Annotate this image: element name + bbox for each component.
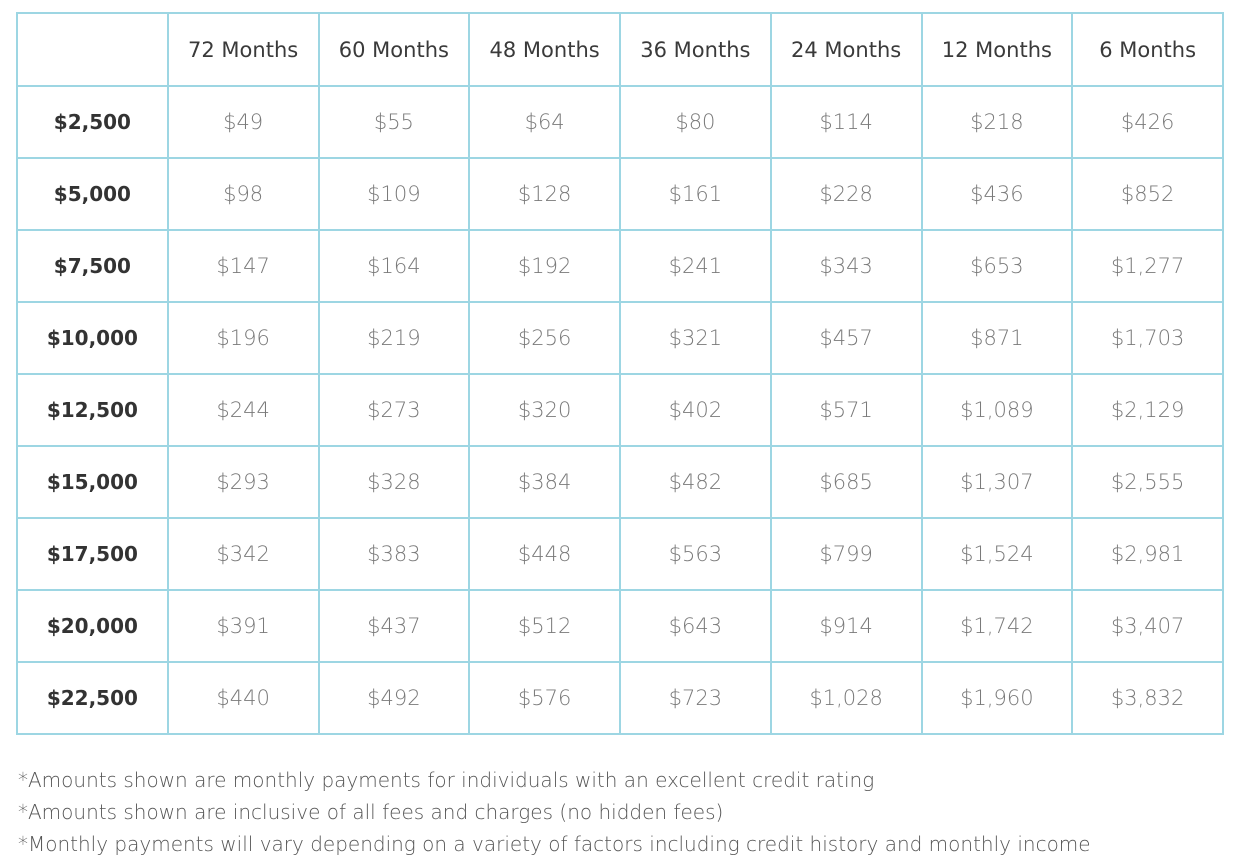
row-label: $2,500 bbox=[16, 85, 169, 159]
table-row: $20,000 $391 $437 $512 $643 $914 $1,742 $3,407 bbox=[16, 589, 1224, 663]
payment-cell: $1,089 bbox=[920, 373, 1074, 447]
footnote: *Amounts shown are monthly payments for … bbox=[18, 768, 875, 792]
payment-cell: $98 bbox=[166, 157, 320, 231]
payment-cell: $192 bbox=[468, 229, 621, 303]
payment-cell: $342 bbox=[166, 517, 320, 591]
table-row: $10,000 $196 $219 $256 $321 $457 $871 $1,703 bbox=[16, 301, 1224, 375]
payment-cell: $799 bbox=[769, 517, 923, 591]
payment-cell: $147 bbox=[166, 229, 320, 303]
table-row: $7,500 $147 $164 $192 $241 $343 $653 $1,277 bbox=[16, 229, 1224, 303]
table-row: $15,000 $293 $328 $384 $482 $685 $1,307 $2,555 bbox=[16, 445, 1224, 519]
payment-cell: $723 bbox=[619, 661, 772, 735]
table-row: $12,500 $244 $273 $320 $402 $571 $1,089 $2,129 bbox=[16, 373, 1224, 447]
payment-cell: $512 bbox=[468, 589, 621, 663]
payment-cell: $244 bbox=[166, 373, 320, 447]
payment-cell: $426 bbox=[1071, 85, 1224, 159]
payment-cell: $1,028 bbox=[769, 661, 923, 735]
payment-cell: $852 bbox=[1071, 157, 1224, 231]
payment-cell: $653 bbox=[920, 229, 1074, 303]
table-body: $2,500 $49 $55 $64 $80 $114 $218 $426 $5,000 $98 $… bbox=[16, 85, 1224, 735]
payment-cell: $871 bbox=[920, 301, 1074, 375]
footnotes: *Amounts shown are monthly payments for … bbox=[18, 764, 1091, 860]
payment-cell: $1,277 bbox=[1071, 229, 1224, 303]
table-row: $17,500 $342 $383 $448 $563 $799 $1,524 $2,981 bbox=[16, 517, 1224, 591]
payment-cell: $440 bbox=[166, 661, 320, 735]
row-label: $7,500 bbox=[16, 229, 169, 303]
payment-cell: $436 bbox=[920, 157, 1074, 231]
payment-cell: $109 bbox=[317, 157, 471, 231]
row-label: $15,000 bbox=[16, 445, 169, 519]
payment-cell: $241 bbox=[619, 229, 772, 303]
payment-cell: $563 bbox=[619, 517, 772, 591]
payment-cell: $196 bbox=[166, 301, 320, 375]
payment-cell: $2,981 bbox=[1071, 517, 1224, 591]
table-row: $5,000 $98 $109 $128 $161 $228 $436 $852 bbox=[16, 157, 1224, 231]
row-label: $20,000 bbox=[16, 589, 169, 663]
payment-cell: $2,555 bbox=[1071, 445, 1224, 519]
payment-cell: $391 bbox=[166, 589, 320, 663]
payment-cell: $492 bbox=[317, 661, 471, 735]
payment-cell: $384 bbox=[468, 445, 621, 519]
payment-cell: $437 bbox=[317, 589, 471, 663]
header-row: 72 Months 60 Months 48 Months 36 Months 24 M… bbox=[16, 12, 1224, 87]
payment-cell: $643 bbox=[619, 589, 772, 663]
payment-cell: $3,407 bbox=[1071, 589, 1224, 663]
column-header: 12 Months bbox=[920, 12, 1074, 87]
column-header: 48 Months bbox=[468, 12, 621, 87]
payment-cell: $482 bbox=[619, 445, 772, 519]
footnote: *Amounts shown are inclusive of all fees… bbox=[18, 800, 724, 824]
payment-cell: $2,129 bbox=[1071, 373, 1224, 447]
payment-cell: $64 bbox=[468, 85, 621, 159]
payment-cell: $914 bbox=[769, 589, 923, 663]
payment-cell: $343 bbox=[769, 229, 923, 303]
payment-cell: $576 bbox=[468, 661, 621, 735]
payment-cell: $448 bbox=[468, 517, 621, 591]
row-label: $5,000 bbox=[16, 157, 169, 231]
payment-cell: $161 bbox=[619, 157, 772, 231]
payment-cell: $3,832 bbox=[1071, 661, 1224, 735]
payment-cell: $49 bbox=[166, 85, 320, 159]
footnote: *Monthly payments will vary depending on… bbox=[18, 832, 1091, 856]
column-header: 60 Months bbox=[317, 12, 471, 87]
row-label: $10,000 bbox=[16, 301, 169, 375]
payment-cell: $164 bbox=[317, 229, 471, 303]
payment-cell: $80 bbox=[619, 85, 772, 159]
payment-cell: $685 bbox=[769, 445, 923, 519]
payment-cell: $273 bbox=[317, 373, 471, 447]
table-row: $22,500 $440 $492 $576 $723 $1,028 $1,960 $3,83… bbox=[16, 661, 1224, 735]
payment-cell: $321 bbox=[619, 301, 772, 375]
table-row: $2,500 $49 $55 $64 $80 $114 $218 $426 bbox=[16, 85, 1224, 159]
payment-cell: $383 bbox=[317, 517, 471, 591]
payment-cell: $219 bbox=[317, 301, 471, 375]
payment-cell: $55 bbox=[317, 85, 471, 159]
payment-cell: $256 bbox=[468, 301, 621, 375]
row-label: $22,500 bbox=[16, 661, 169, 735]
column-header: 24 Months bbox=[769, 12, 923, 87]
payment-cell: $1,307 bbox=[920, 445, 1074, 519]
row-label: $12,500 bbox=[16, 373, 169, 447]
column-header: 72 Months bbox=[166, 12, 320, 87]
payment-cell: $402 bbox=[619, 373, 772, 447]
payment-cell: $1,703 bbox=[1071, 301, 1224, 375]
payment-cell: $320 bbox=[468, 373, 621, 447]
payment-cell: $1,524 bbox=[920, 517, 1074, 591]
corner-cell bbox=[16, 12, 169, 87]
payment-cell: $293 bbox=[166, 445, 320, 519]
payment-cell: $128 bbox=[468, 157, 621, 231]
payment-cell: $114 bbox=[769, 85, 923, 159]
payment-table: 72 Months 60 Months 48 Months 36 Months 24 M… bbox=[16, 12, 1224, 735]
column-header: 6 Months bbox=[1071, 12, 1224, 87]
payment-cell: $218 bbox=[920, 85, 1074, 159]
payment-cell: $228 bbox=[769, 157, 923, 231]
payment-cell: $1,742 bbox=[920, 589, 1074, 663]
payment-cell: $457 bbox=[769, 301, 923, 375]
payment-cell: $328 bbox=[317, 445, 471, 519]
column-header: 36 Months bbox=[619, 12, 772, 87]
payment-cell: $571 bbox=[769, 373, 923, 447]
row-label: $17,500 bbox=[16, 517, 169, 591]
payment-cell: $1,960 bbox=[920, 661, 1074, 735]
